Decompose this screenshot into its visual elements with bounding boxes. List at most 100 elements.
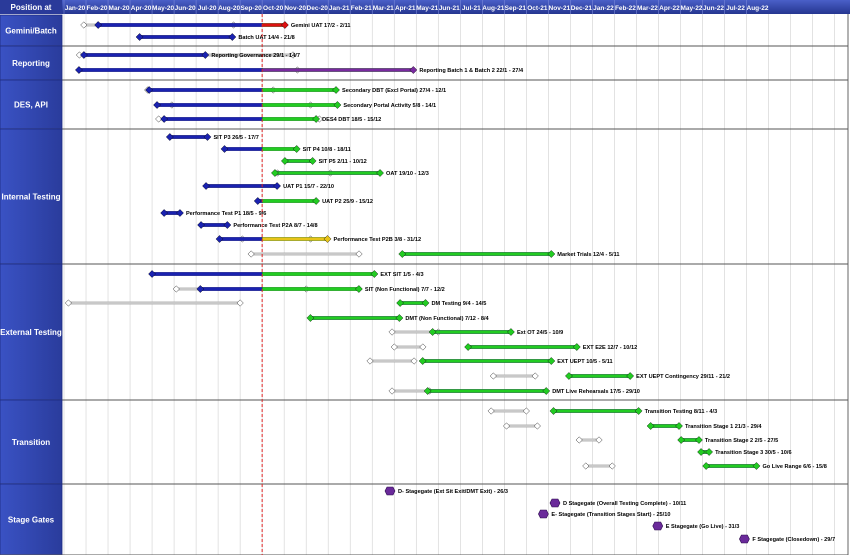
task-label: UAT P1 15/7 - 22/10 (283, 184, 334, 190)
task-end-marker (695, 436, 703, 444)
baseline-start-marker (489, 372, 497, 380)
task-bar (262, 88, 337, 92)
baseline-start-marker (80, 21, 88, 29)
group-label-cell (0, 263, 63, 401)
baseline-end-marker (531, 372, 539, 380)
task-label: Gemini UAT 17/2 - 2/11 (291, 23, 351, 29)
task-label: Secondary DBT (Excl Portal) 27/4 - 12/1 (342, 88, 446, 94)
task-bar-complete (151, 272, 263, 276)
month-label: Feb-21 (351, 5, 372, 12)
task-start-marker (94, 21, 103, 29)
task-label: EXT SIT 1/5 - 4/3 (380, 272, 423, 278)
task-bar (83, 53, 206, 57)
milestone-label: D Stagegate (Overall Testing Complete) -… (563, 501, 686, 507)
month-label: Mar-22 (637, 5, 658, 12)
task-bar (310, 316, 400, 320)
task-end-marker (634, 407, 643, 415)
header-bar (0, 0, 850, 14)
baseline-bar (585, 464, 613, 468)
task-end-marker (409, 66, 418, 74)
task-label: Market Trials 12/4 - 5/11 (557, 252, 619, 258)
task-start-marker (306, 314, 315, 322)
baseline-end-marker (236, 299, 244, 307)
task-end-marker (323, 235, 332, 243)
task-label: DES4 DBT 18/5 - 15/12 (322, 117, 381, 123)
task-bar (427, 389, 547, 393)
group-label: Internal Testing (2, 193, 61, 202)
task-label: EXT E2E 12/7 - 10/12 (583, 345, 637, 351)
task-start-marker (702, 462, 711, 470)
month-label: Jan-21 (329, 5, 350, 12)
task-bar-complete (78, 68, 263, 72)
task-label: SIT P4 10/8 - 18/11 (303, 147, 351, 153)
task-bar (706, 464, 757, 468)
month-label: Mar-21 (373, 5, 394, 12)
task-end-marker (201, 51, 210, 59)
baseline-end-marker (595, 436, 603, 444)
baseline-bar (369, 359, 415, 363)
task-bar-complete (200, 287, 263, 291)
month-label: Aug-22 (747, 5, 769, 12)
month-label: Sep-21 (505, 5, 527, 12)
task-start-marker (549, 407, 558, 415)
task-start-marker (160, 115, 169, 123)
task-end-marker (626, 372, 635, 380)
group-label: Transition (12, 438, 50, 447)
header-corner (0, 0, 62, 14)
task-bar (467, 345, 577, 349)
milestone-marker (652, 521, 664, 531)
task-start-marker (160, 209, 169, 217)
baseline-start-marker (487, 407, 495, 415)
task-end-marker (547, 250, 556, 258)
baseline-start-marker (155, 115, 163, 123)
milestone-marker (549, 498, 561, 508)
month-label: Apr-22 (659, 5, 680, 12)
task-label: Batch UAT 14/4 - 21/8 (238, 35, 294, 41)
group-label-cell (0, 483, 63, 555)
task-end-marker (273, 182, 281, 190)
baseline-bar (250, 252, 360, 256)
task-bar (262, 272, 375, 276)
task-bar-complete (148, 88, 263, 92)
task-start-marker (215, 235, 224, 243)
task-bar (262, 68, 414, 72)
month-label: Apr-20 (131, 5, 152, 12)
task-bar (432, 330, 512, 334)
baseline-end-marker (419, 343, 427, 351)
baseline-end-marker (410, 357, 418, 365)
milestone-marker (384, 486, 396, 496)
task-end-marker (228, 33, 237, 41)
task-start-marker (202, 182, 210, 190)
task-end-marker (752, 462, 761, 470)
baseline-start-marker (388, 328, 396, 336)
task-start-marker (253, 197, 262, 205)
task-bar (274, 171, 381, 175)
task-end-marker (675, 422, 683, 430)
task-start-marker (697, 448, 705, 456)
baseline-start-marker (390, 343, 398, 351)
task-start-marker (135, 33, 144, 41)
group-label-cell (0, 79, 63, 130)
task-label: UAT P2 25/9 - 15/12 (322, 199, 373, 205)
baseline-start-marker (388, 387, 396, 395)
task-bar (262, 147, 297, 151)
task-end-marker (395, 314, 404, 322)
task-label: OAT 19/10 - 12/3 (386, 171, 429, 177)
group-label: DES, API (14, 101, 48, 110)
task-bar-complete (163, 117, 263, 121)
task-label: Reporting Batch 1 & Batch 2 22/1 - 27/4 (419, 68, 524, 74)
month-label: Oct-20 (263, 5, 284, 12)
task-end-marker (542, 387, 551, 395)
task-bar (262, 103, 338, 107)
task-bar-complete (219, 237, 263, 241)
milestone-label: D- Stagegate (Ext Sit Exit/DMT Exit) - 2… (398, 489, 508, 495)
task-end-marker (292, 145, 301, 153)
task-end-marker (333, 101, 342, 109)
group-label: Reporting (12, 59, 50, 68)
task-start-marker (197, 221, 205, 229)
task-start-marker (80, 51, 88, 59)
task-bar (169, 135, 208, 139)
task-start-marker (281, 157, 289, 165)
